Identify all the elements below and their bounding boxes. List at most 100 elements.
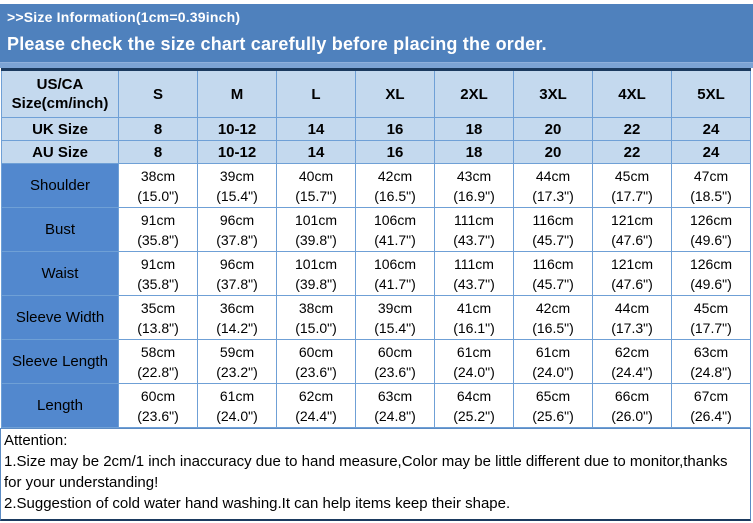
size-col-header: S: [118, 69, 198, 118]
measurement-value-cell: 64cm (25.2"): [434, 383, 514, 428]
measurement-value-cell: 39cm (15.4"): [197, 163, 277, 208]
measurement-value-cell: 62cm (24.4"): [592, 339, 672, 384]
value-cm: 65cm: [535, 387, 571, 404]
size-row-value: 24: [671, 117, 751, 141]
value-cm: 41cm: [456, 299, 492, 316]
measurement-value-cell: 121cm (47.6"): [592, 207, 672, 252]
value-inch: (23.6"): [137, 407, 179, 424]
value-inch: (26.0"): [611, 407, 653, 424]
corner-cell: US/CA Size(cm/inch): [1, 69, 119, 118]
measurement-value-cell: 40cm (15.7"): [276, 163, 356, 208]
value-inch: (45.7"): [532, 231, 574, 248]
measurement-value-cell: 65cm (25.6"): [513, 383, 593, 428]
value-inch: (26.4"): [690, 407, 732, 424]
value-inch: (49.6"): [690, 231, 732, 248]
attention-note-2: 2.Suggestion of cold water hand washing.…: [4, 495, 511, 512]
size-row-value: 18: [434, 140, 514, 164]
measurement-value-cell: 41cm (16.1"): [434, 295, 514, 340]
value-inch: (24.8"): [374, 407, 416, 424]
measurement-value-cell: 44cm (17.3"): [592, 295, 672, 340]
measurement-value-cell: 91cm (35.8"): [118, 251, 198, 296]
measurement-value-cell: 60cm (23.6"): [355, 339, 435, 384]
measurement-value-cell: 111cm (43.7"): [434, 251, 514, 296]
value-inch: (16.5"): [532, 319, 574, 336]
measurement-row: Sleeve Length 58cm (22.8") 59cm (23.2") 60cm (…: [1, 339, 751, 384]
size-col-header: M: [197, 69, 277, 118]
measurement-value-cell: 47cm (18.5"): [671, 163, 751, 208]
value-inch: (15.4"): [216, 187, 258, 204]
measurement-value-cell: 61cm (24.0"): [434, 339, 514, 384]
measurement-value-cell: 59cm (23.2"): [197, 339, 277, 384]
measurement-value-cell: 45cm (17.7"): [671, 295, 751, 340]
measurement-value-cell: 116cm (45.7"): [513, 251, 593, 296]
value-inch: (24.0"): [532, 363, 574, 380]
value-inch: (16.5"): [374, 187, 416, 204]
value-cm: 62cm: [614, 343, 650, 360]
value-cm: 38cm: [298, 299, 334, 316]
measurement-row: Length 60cm (23.6") 61cm (24.0") 62cm (24.4") 6…: [1, 383, 751, 428]
value-cm: 106cm: [373, 255, 417, 272]
value-inch: (15.7"): [295, 187, 337, 204]
value-inch: (15.0"): [137, 187, 179, 204]
measurement-value-cell: 63cm (24.8"): [355, 383, 435, 428]
measurement-value-cell: 38cm (15.0"): [118, 163, 198, 208]
value-inch: (24.8"): [690, 363, 732, 380]
measurement-value-cell: 42cm (16.5"): [513, 295, 593, 340]
value-cm: 60cm: [377, 343, 413, 360]
measurement-value-cell: 39cm (15.4"): [355, 295, 435, 340]
value-inch: (15.0"): [295, 319, 337, 336]
value-cm: 47cm: [693, 167, 729, 184]
value-cm: 96cm: [219, 211, 255, 228]
value-cm: 63cm: [377, 387, 413, 404]
value-inch: (17.7"): [690, 319, 732, 336]
value-inch: (17.7"): [611, 187, 653, 204]
value-cm: 63cm: [693, 343, 729, 360]
measurement-value-cell: 106cm (41.7"): [355, 207, 435, 252]
value-cm: 121cm: [610, 211, 654, 228]
size-row-value: 8: [118, 117, 198, 141]
size-header-row: US/CA Size(cm/inch) S M L XL 2XL 3XL 4XL 5XL: [1, 69, 751, 118]
attention-heading: Attention:: [4, 432, 68, 449]
measurement-label: Sleeve Length: [1, 339, 119, 384]
measurement-value-cell: 61cm (24.0"): [513, 339, 593, 384]
measurement-value-cell: 44cm (17.3"): [513, 163, 593, 208]
value-inch: (23.6"): [295, 363, 337, 380]
value-inch: (45.7"): [532, 275, 574, 292]
value-inch: (14.2"): [216, 319, 258, 336]
attention-box: Attention: 1.Size may be 2cm/1 inch inac…: [0, 428, 751, 521]
value-inch: (43.7"): [453, 275, 495, 292]
size-col-header: XL: [355, 69, 435, 118]
value-cm: 44cm: [535, 167, 571, 184]
value-inch: (23.2"): [216, 363, 258, 380]
value-cm: 36cm: [219, 299, 255, 316]
value-cm: 44cm: [614, 299, 650, 316]
size-row-value: 20: [513, 117, 593, 141]
value-cm: 38cm: [140, 167, 176, 184]
measurement-value-cell: 43cm (16.9"): [434, 163, 514, 208]
value-cm: 60cm: [298, 343, 334, 360]
size-row-value: 24: [671, 140, 751, 164]
value-inch: (24.4"): [611, 363, 653, 380]
value-inch: (35.8"): [137, 275, 179, 292]
measurement-value-cell: 91cm (35.8"): [118, 207, 198, 252]
measurement-value-cell: 38cm (15.0"): [276, 295, 356, 340]
value-inch: (17.3"): [532, 187, 574, 204]
value-cm: 60cm: [140, 387, 176, 404]
measurement-value-cell: 116cm (45.7"): [513, 207, 593, 252]
value-cm: 111cm: [454, 211, 494, 228]
size-row-value: 16: [355, 117, 435, 141]
header-band: >>Size Information(1cm=0.39inch) Please …: [0, 4, 753, 62]
size-row-value: 10-12: [197, 140, 277, 164]
value-cm: 62cm: [298, 387, 334, 404]
value-inch: (49.6"): [690, 275, 732, 292]
value-cm: 39cm: [219, 167, 255, 184]
page-subtitle: Please check the size chart carefully be…: [7, 34, 547, 54]
value-inch: (22.8"): [137, 363, 179, 380]
size-chart-body: US/CA Size(cm/inch) S M L XL 2XL 3XL 4XL 5XL UK S…: [1, 69, 751, 428]
measurement-label: Waist: [1, 251, 119, 296]
measurement-row: Shoulder 38cm (15.0") 39cm (15.4") 40cm (15.7"…: [1, 163, 751, 208]
measurement-value-cell: 60cm (23.6"): [276, 339, 356, 384]
value-inch: (39.8"): [295, 231, 337, 248]
size-row-value: 14: [276, 117, 356, 141]
value-cm: 101cm: [294, 255, 338, 272]
